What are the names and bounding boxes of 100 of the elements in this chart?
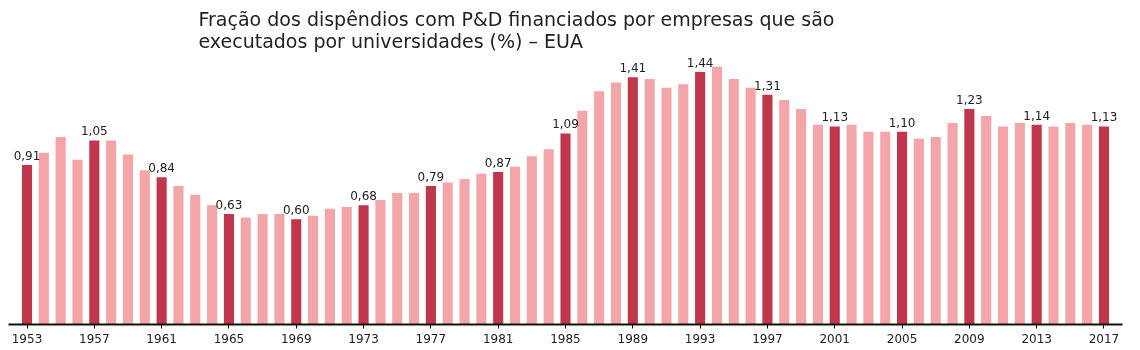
- data-label: 0,87: [484, 155, 512, 170]
- bar: [863, 131, 874, 325]
- bar: [812, 124, 823, 325]
- bar: [21, 164, 33, 325]
- x-tick-label: 1989: [617, 331, 649, 346]
- x-tick-label: 1985: [550, 331, 581, 346]
- bar: [745, 87, 756, 325]
- chart-title: Fração dos dispêndios com P&D financiados por empresas que são executados por universidades (%) – EUA: [198, 7, 835, 52]
- bar: [459, 179, 470, 325]
- x-tick-label: 2017: [1088, 331, 1120, 346]
- bar: [981, 115, 992, 325]
- data-label: 1,13: [821, 110, 849, 125]
- bar: [257, 214, 268, 325]
- bar: [156, 177, 167, 325]
- bar: [1098, 126, 1110, 325]
- bar: [122, 154, 134, 325]
- bar: [409, 193, 420, 325]
- bar: [661, 87, 672, 325]
- bar: [846, 124, 857, 325]
- data-label: 0,63: [215, 198, 243, 213]
- bar: [711, 66, 722, 325]
- bar: [308, 215, 319, 325]
- x-tick-label: 1973: [348, 331, 379, 346]
- bar: [72, 159, 83, 325]
- bar: [1031, 124, 1042, 325]
- bar: [425, 186, 436, 325]
- bar: [1082, 124, 1093, 325]
- data-label: 0,68: [350, 189, 377, 204]
- bar: [947, 122, 958, 325]
- bar: [913, 138, 924, 325]
- bar: [106, 140, 117, 325]
- bar: [543, 149, 554, 325]
- bar: [829, 126, 840, 325]
- bar: [358, 205, 369, 325]
- x-tick-label: 2005: [886, 331, 918, 346]
- bar: [678, 84, 689, 325]
- bar: [930, 136, 941, 325]
- data-label: 1,09: [552, 117, 579, 132]
- x-tick-label: 1953: [11, 331, 43, 346]
- bar: [476, 173, 487, 325]
- data-label: 1,41: [619, 61, 647, 76]
- x-tick-label: 1981: [482, 331, 514, 346]
- bar: [880, 131, 891, 325]
- data-label: 1,23: [956, 92, 983, 107]
- bar: [207, 205, 218, 325]
- bar: [627, 77, 638, 325]
- x-tick-label: 1961: [146, 331, 177, 346]
- bar: [594, 91, 605, 325]
- bar: [341, 207, 352, 325]
- bar: [796, 108, 807, 325]
- bar: [560, 133, 571, 325]
- x-tick-label: 1993: [684, 331, 716, 346]
- bar: [762, 94, 773, 325]
- bar: [897, 131, 908, 325]
- bar: [779, 100, 790, 325]
- data-label: 0,91: [13, 148, 41, 163]
- x-tick-label: 2009: [954, 331, 985, 346]
- bar: [223, 214, 234, 325]
- bar: [695, 72, 706, 325]
- bar: [442, 182, 453, 325]
- bar: [493, 171, 504, 325]
- x-tick-label: 1957: [79, 331, 110, 346]
- bar: [577, 110, 588, 325]
- data-label: 0,79: [417, 170, 445, 185]
- data-label: 1,44: [686, 56, 714, 71]
- x-tick-label: 1965: [213, 331, 245, 346]
- bar: [1065, 122, 1076, 325]
- bar: [173, 186, 184, 325]
- data-label: 0,60: [282, 203, 310, 218]
- bar: [1048, 126, 1059, 325]
- x-tick-label: 1997: [752, 331, 783, 346]
- x-tick-label: 1969: [280, 331, 312, 346]
- bar: [1014, 122, 1025, 325]
- bar: [291, 219, 302, 325]
- bar: [274, 214, 285, 325]
- bar: [509, 166, 521, 325]
- bar: [728, 79, 739, 325]
- bar: [190, 194, 201, 325]
- bar: [38, 152, 49, 325]
- bar: [139, 170, 150, 325]
- bar: [55, 136, 66, 325]
- bar: [526, 156, 537, 325]
- bar: [324, 208, 335, 325]
- data-label: 1,14: [1023, 108, 1051, 123]
- bar: [997, 126, 1009, 325]
- data-label: 1,31: [754, 78, 781, 93]
- bar: [375, 200, 386, 325]
- x-tick-label: 2013: [1021, 331, 1052, 346]
- data-label: 1,13: [1090, 110, 1118, 125]
- bar: [89, 140, 100, 325]
- data-label: 0,84: [148, 161, 175, 176]
- data-label: 1,10: [888, 115, 916, 130]
- x-tick-label: 2001: [819, 331, 851, 346]
- bar: [644, 79, 655, 325]
- data-label: 1,05: [80, 124, 108, 139]
- x-tick-label: 1977: [415, 331, 447, 346]
- bar: [392, 193, 403, 325]
- bar: [964, 108, 975, 325]
- bar: [610, 82, 622, 325]
- bar: [240, 217, 251, 325]
